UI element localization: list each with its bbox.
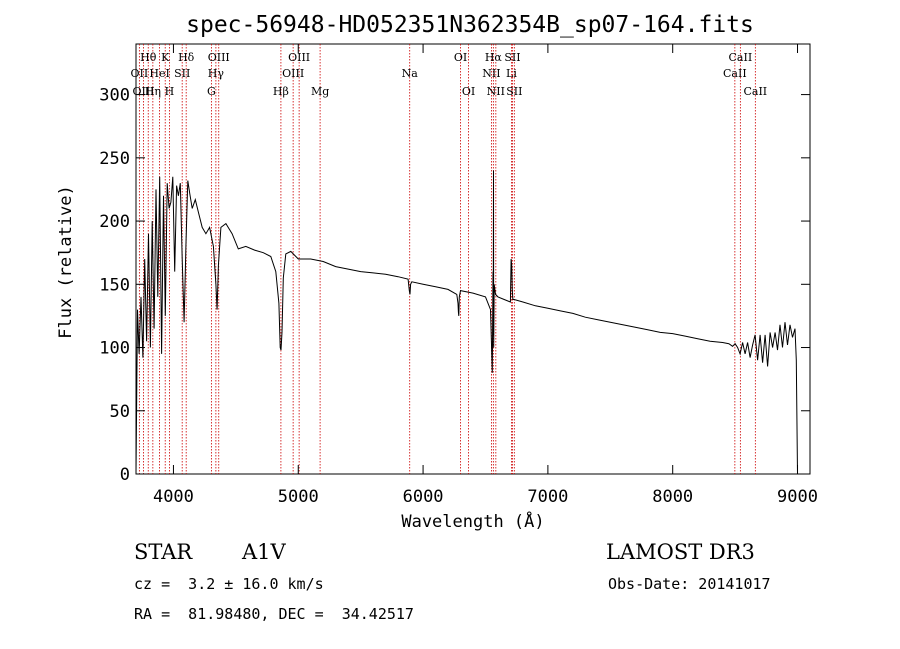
line-marker-label-12: Hβ — [273, 85, 289, 98]
y-tick-label-1: 50 — [110, 402, 130, 422]
line-marker-label-20: NII — [482, 67, 500, 80]
line-marker-label-3: Hη — [145, 85, 161, 98]
y-tick-label-4: 200 — [99, 212, 130, 232]
line-marker-label-11: G — [207, 85, 216, 98]
line-marker-label-24: SII — [506, 85, 522, 98]
line-marker-label-6: H — [165, 85, 175, 98]
x-tick-label-5: 9000 — [777, 487, 818, 507]
line-marker-label-23: Li — [506, 67, 517, 80]
line-marker-label-9: OIII — [208, 51, 230, 64]
y-tick-label-3: 150 — [99, 275, 130, 295]
line-marker-label-15: Mg — [311, 85, 329, 98]
y-tick-label-2: 100 — [99, 339, 130, 359]
line-marker-label-22: SII — [504, 51, 520, 64]
obs-date: Obs-Date: 20141017 — [608, 575, 771, 593]
line-marker-label-10: Hγ — [208, 67, 225, 80]
line-marker-label-7: SII — [174, 67, 190, 80]
chart-title: spec-56948-HD052351N362354B_sp07-164.fit… — [186, 12, 754, 38]
y-tick-label-6: 300 — [99, 86, 130, 106]
x-axis-ticks: 4000 5000 6000 7000 8000 9000 — [153, 44, 818, 507]
x-tick-label-2: 6000 — [403, 487, 444, 507]
line-marker-label-19: Hα — [485, 51, 503, 64]
x-tick-label-1: 5000 — [278, 487, 319, 507]
survey-name: LAMOST DR3 — [606, 540, 755, 564]
y-axis-label: Flux (relative) — [56, 185, 76, 339]
line-marker-label-16: Na — [402, 67, 419, 80]
line-marker-label-26: CaII — [723, 67, 747, 80]
line-marker-label-1: OII — [131, 67, 149, 80]
line-marker-label-8: Hδ — [178, 51, 195, 64]
line-marker-label-13: OIII — [288, 51, 310, 64]
line-marker-label-17: OI — [454, 51, 467, 64]
y-tick-label-0: 0 — [120, 465, 130, 485]
x-axis-label: Wavelength (Å) — [401, 510, 544, 532]
y-axis-ticks: 0 50 100 150 200 250 300 — [99, 86, 810, 485]
redshift-readout: cz = 3.2 ± 16.0 km/s — [134, 575, 324, 593]
line-marker-label-27: CaII — [743, 85, 767, 98]
y-tick-label-5: 250 — [99, 149, 130, 169]
x-tick-label-0: 4000 — [153, 487, 194, 507]
coordinates: RA = 81.98480, DEC = 34.42517 — [134, 605, 414, 623]
line-marker-label-0: Hθ — [140, 51, 157, 64]
line-marker-label-25: CaII — [729, 51, 753, 64]
plot-frame — [135, 43, 811, 475]
line-markers — [138, 44, 756, 474]
line-marker-label-14: OIII — [282, 67, 304, 80]
x-tick-label-3: 7000 — [527, 487, 568, 507]
object-class: STAR — [134, 540, 193, 564]
object-subclass: A1V — [242, 540, 286, 564]
line-marker-label-5: K — [161, 51, 170, 64]
spectrum-series-line — [135, 170, 798, 475]
line-marker-label-21: NII — [487, 85, 505, 98]
x-tick-label-4: 8000 — [652, 487, 693, 507]
line-marker-label-4: HeI — [149, 67, 169, 80]
line-marker-label-18: OI — [462, 85, 475, 98]
